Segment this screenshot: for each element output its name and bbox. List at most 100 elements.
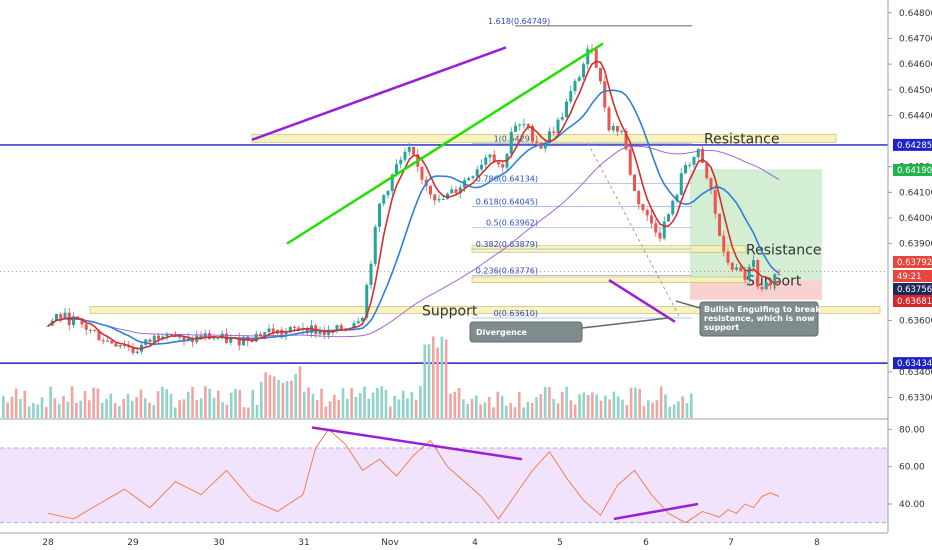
volume-bar <box>320 388 323 418</box>
volume-bar <box>186 391 190 418</box>
volume-bar <box>548 387 551 418</box>
candle-body <box>72 316 75 326</box>
divergence-callout-pointer <box>581 317 669 329</box>
candle-body <box>305 327 309 334</box>
volume-bar <box>483 402 487 418</box>
fib-level-label: 1.618(0.64749) <box>488 17 550 26</box>
volume-bar <box>367 398 371 418</box>
volume-bar <box>436 347 439 418</box>
volume-bar <box>131 400 134 418</box>
candle-body <box>403 151 407 160</box>
volume-bar <box>453 391 457 418</box>
volume-bar <box>6 402 9 418</box>
volume-bar <box>221 402 224 418</box>
candle-body <box>667 214 670 222</box>
candle-body <box>531 125 534 142</box>
candle-body <box>582 64 585 78</box>
candle-body <box>730 262 734 270</box>
candle-body <box>46 325 50 327</box>
volume-bar <box>152 405 156 418</box>
volume-bar <box>401 390 405 418</box>
volume-bar <box>376 387 379 418</box>
volume-bar <box>410 392 414 418</box>
rsi-bullish-divergence-line <box>613 502 699 521</box>
candle-body <box>760 286 764 290</box>
candle-body <box>620 130 624 132</box>
candle-body <box>599 67 602 82</box>
volume-bar <box>647 400 650 418</box>
candle-body <box>148 339 152 342</box>
volume-bar <box>238 389 242 418</box>
volume-bar <box>247 407 250 418</box>
candle-body <box>594 48 598 68</box>
candle-body <box>764 282 768 290</box>
engulfing-callout-box <box>699 301 819 337</box>
candle-body <box>450 189 454 194</box>
volume-bar <box>350 388 353 418</box>
candle-body <box>339 325 343 331</box>
candle-body <box>501 164 505 168</box>
candle-body <box>671 200 675 215</box>
volume-bar <box>625 404 629 418</box>
position-stop-zone <box>690 280 822 300</box>
candle-body <box>701 148 704 163</box>
volume-bar <box>565 386 568 418</box>
volume-bar <box>143 398 147 418</box>
volume-bar <box>70 386 74 418</box>
volume-bar <box>616 396 620 418</box>
volume-bar <box>251 389 254 418</box>
candle-body <box>586 48 590 65</box>
price-badge <box>893 270 932 282</box>
candle-body <box>182 336 186 341</box>
fib-level-label: 0.5(0.63962) <box>486 219 538 228</box>
volume-bar <box>543 387 547 418</box>
volume-bar <box>659 386 663 418</box>
candle-body <box>59 314 63 319</box>
candle-body <box>271 328 275 334</box>
volume-bar <box>612 391 616 418</box>
volume-bar <box>440 336 444 418</box>
volume-bar <box>423 344 426 418</box>
candle-body <box>395 164 398 175</box>
candle-body <box>552 131 556 134</box>
candle-body <box>157 335 160 340</box>
volume-bar <box>586 395 590 418</box>
rsi-band-fill <box>0 448 888 523</box>
divergence-callout-box <box>469 321 583 343</box>
candle-body <box>322 330 326 335</box>
volume-bar <box>19 398 22 418</box>
volume-bar <box>260 381 263 418</box>
candle-body <box>263 332 267 337</box>
volume-bar <box>475 395 478 418</box>
candle-body <box>650 215 653 224</box>
volume-bar <box>49 386 52 418</box>
volume-bar <box>672 404 676 418</box>
candle-body <box>624 130 628 150</box>
volume-bar <box>535 397 538 418</box>
volume-bar <box>591 392 594 418</box>
fib-level-label: 0(0.63610) <box>494 309 538 318</box>
candle-body <box>616 125 619 132</box>
candle-body <box>110 340 114 344</box>
volume-bar <box>311 393 315 418</box>
rsi-tick-label: 60.00 <box>899 463 925 473</box>
price-badge <box>893 283 932 295</box>
volume-bar <box>62 395 65 418</box>
divergence-callout-text: Divergence <box>476 328 528 337</box>
fib-level-label: 0.786(0.64134) <box>476 175 538 184</box>
volume-bar <box>204 386 207 418</box>
candle-body <box>769 282 772 286</box>
volume-bar <box>664 394 667 418</box>
volume-bar <box>419 386 422 418</box>
volume-bar <box>14 388 18 418</box>
volume-bar <box>212 397 216 418</box>
candle-body <box>556 119 560 134</box>
fib-level-label: 0.382(0.63879) <box>476 240 538 249</box>
candle-body <box>577 77 581 81</box>
